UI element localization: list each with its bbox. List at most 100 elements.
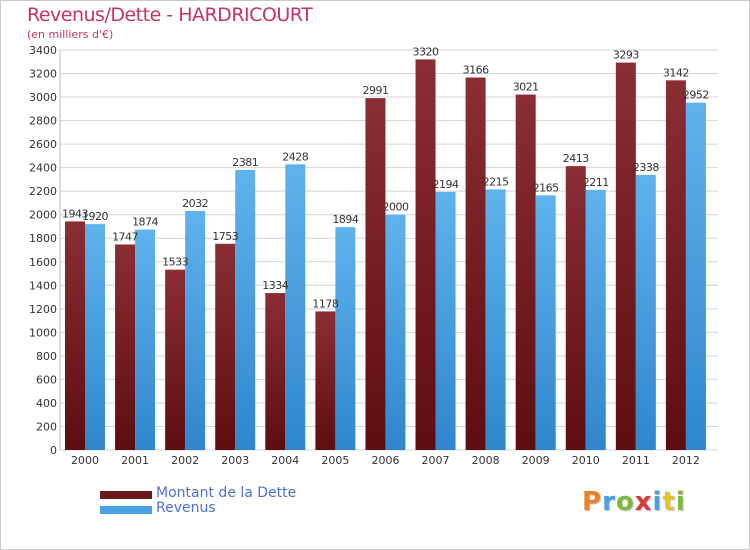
y-tick-label: 3400	[29, 44, 57, 57]
data-label-dette-2011: 3293	[613, 49, 639, 62]
y-tick-label: 1400	[29, 279, 57, 292]
bar-dette-2007	[415, 59, 436, 450]
bar-revenus-2011	[635, 174, 656, 451]
data-label-revenus-2011: 2338	[633, 161, 659, 174]
y-tick-label: 400	[36, 397, 57, 410]
data-label-dette-2000: 1943	[62, 207, 88, 220]
bar-revenus-2010	[585, 189, 606, 450]
data-label-dette-2007: 3320	[413, 45, 439, 58]
data-label-dette-2010: 2413	[563, 152, 589, 165]
data-label-revenus-2007: 2194	[433, 178, 459, 191]
y-tick-label: 200	[36, 420, 57, 433]
x-tick-label: 2012	[672, 454, 700, 467]
bar-dette-2012	[665, 80, 686, 451]
data-label-revenus-2010: 2211	[583, 176, 609, 189]
x-tick-label: 2006	[371, 454, 399, 467]
y-tick-label: 1000	[29, 326, 57, 339]
data-label-revenus-2003: 2381	[232, 156, 258, 169]
bar-revenus-2006	[385, 214, 406, 450]
data-label-dette-2003: 1753	[212, 230, 238, 243]
x-axis-ticks: 2000 2001 2002 2003 2004 2005 2006 2007 2008 2009…	[71, 454, 700, 467]
y-tick-label: 1200	[29, 303, 57, 316]
data-label-dette-2009: 3021	[513, 81, 539, 94]
bar-dette-2005	[315, 311, 336, 450]
bar-revenus-2000	[85, 224, 105, 450]
data-label-dette-2006: 2991	[362, 84, 388, 97]
y-tick-label: 2400	[29, 162, 57, 175]
bar-revenus-2008	[485, 189, 506, 451]
chart-subtitle: (en milliers d'€)	[27, 28, 114, 41]
data-label-revenus-2006: 2000	[382, 201, 408, 214]
x-tick-label: 2003	[221, 454, 249, 467]
logo-letter: t	[662, 487, 676, 517]
data-label-dette-2004: 1334	[262, 279, 288, 292]
legend-label-revenus: Revenus	[156, 500, 216, 516]
bar-dette-2011	[615, 62, 636, 451]
bar-dette-2004	[265, 293, 286, 450]
logo-letter: r	[602, 487, 616, 517]
data-label-revenus-2008: 2215	[483, 175, 509, 188]
y-tick-label: 3200	[29, 68, 57, 81]
y-tick-label: 2200	[29, 185, 57, 198]
y-tick-label: 3000	[29, 91, 57, 104]
x-tick-label: 2002	[171, 454, 199, 467]
y-tick-label: 2000	[29, 209, 57, 222]
bar-dette-2009	[515, 94, 536, 451]
logo-letter: o	[615, 487, 635, 517]
bar-dette-2002	[165, 269, 186, 450]
x-tick-label: 2005	[321, 454, 349, 467]
x-tick-label: 2008	[472, 454, 500, 467]
data-label-revenus-2004: 2428	[282, 150, 308, 163]
legend-swatch-dette	[100, 491, 152, 499]
bar-revenus-2012	[685, 102, 706, 451]
bar-revenus-2003	[235, 169, 256, 450]
bar-revenus-2002	[185, 210, 206, 450]
legend-swatch-revenus	[100, 506, 152, 514]
bar-dette-2003	[215, 243, 236, 450]
bar-dette-2008	[465, 77, 486, 450]
x-tick-label: 2011	[622, 454, 650, 467]
x-tick-label: 2000	[71, 454, 99, 467]
y-tick-label: 600	[36, 373, 57, 386]
data-label-revenus-2009: 2165	[533, 181, 559, 194]
x-tick-label: 2009	[522, 454, 550, 467]
logo-letter: i	[652, 487, 663, 517]
logo-letter: P	[582, 487, 603, 517]
data-label-dette-2005: 1178	[312, 297, 338, 310]
legend-label-dette: Montant de la Dette	[156, 485, 297, 501]
x-tick-label: 2007	[422, 454, 450, 467]
chart-title: Revenus/Dette - HARDRICOURT	[27, 4, 313, 26]
bars	[65, 59, 706, 451]
data-label-revenus-2005: 1894	[332, 213, 358, 226]
data-label-revenus-2000: 1920	[82, 210, 108, 223]
y-tick-label: 2600	[29, 138, 57, 151]
data-label-dette-2001: 1747	[112, 230, 138, 243]
y-tick-label: 1800	[29, 232, 57, 245]
data-label-dette-2008: 3166	[463, 64, 489, 77]
bar-revenus-2009	[535, 195, 556, 450]
bar-dette-2000	[65, 221, 85, 450]
x-tick-label: 2004	[271, 454, 299, 467]
data-label-revenus-2012: 2952	[683, 89, 709, 102]
data-label-dette-2002: 1533	[162, 256, 188, 269]
bar-dette-2010	[565, 166, 586, 450]
proxiti-logo: Proxiti	[582, 487, 686, 517]
bar-dette-2001	[115, 244, 136, 450]
bar-revenus-2005	[335, 227, 356, 450]
bar-revenus-2004	[285, 164, 306, 450]
data-label-revenus-2002: 2032	[182, 197, 208, 210]
x-tick-label: 2010	[572, 454, 600, 467]
bar-dette-2006	[365, 98, 386, 450]
y-tick-label: 0	[50, 444, 57, 457]
bar-revenus-2007	[435, 191, 456, 450]
x-tick-label: 2001	[121, 454, 149, 467]
y-axis-ticks: 0 200 400 600 800 1000 1200 1400 1600 1800 2000 220…	[29, 44, 57, 457]
logo-letter: x	[634, 487, 653, 517]
logo-letter: i	[675, 487, 686, 517]
data-label-revenus-2001: 1874	[132, 216, 158, 229]
y-tick-label: 800	[36, 350, 57, 363]
y-tick-label: 1600	[29, 256, 57, 269]
bar-revenus-2001	[135, 229, 156, 450]
